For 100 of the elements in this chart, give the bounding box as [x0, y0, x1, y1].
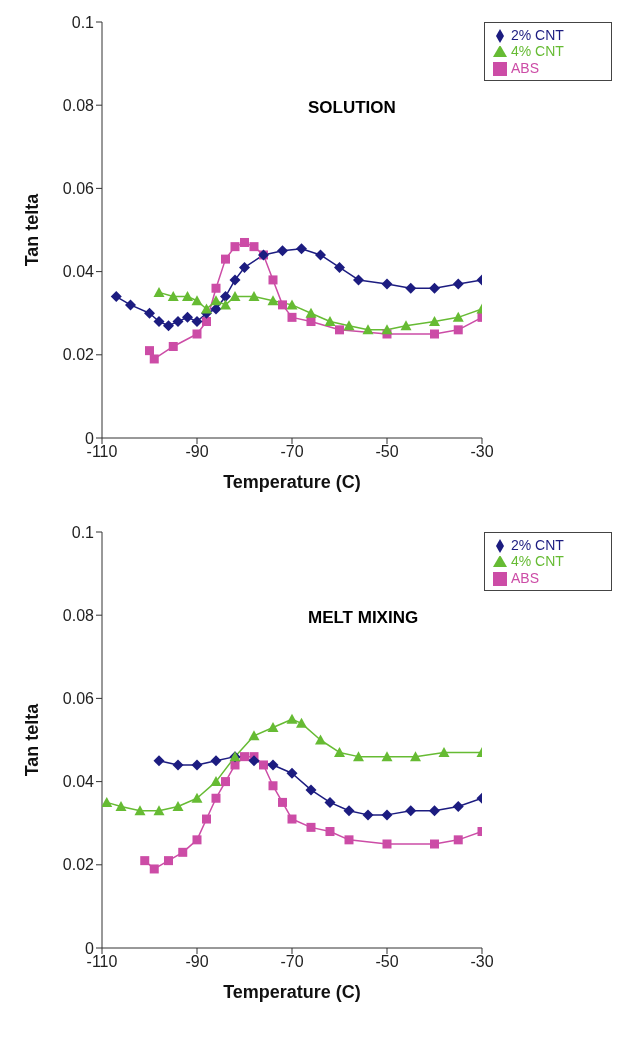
point — [210, 295, 222, 306]
legend-label: 4% CNT — [511, 43, 564, 60]
point — [192, 329, 202, 339]
point — [191, 295, 203, 306]
point — [182, 291, 193, 302]
point — [230, 242, 240, 252]
point — [453, 325, 463, 335]
point — [344, 835, 354, 845]
x-axis-title: Temperature (C) — [223, 472, 361, 492]
point — [452, 278, 464, 290]
point — [381, 751, 393, 762]
y-tick-label: 0.04 — [62, 263, 95, 281]
point — [182, 311, 193, 323]
point — [153, 805, 165, 816]
point — [239, 261, 250, 273]
y-tick-label: 0.02 — [62, 856, 95, 874]
point — [153, 316, 165, 328]
point — [382, 839, 392, 849]
point — [325, 827, 335, 837]
point — [211, 793, 221, 803]
point — [343, 320, 355, 331]
point — [202, 317, 211, 327]
point — [134, 805, 146, 816]
point — [110, 291, 122, 303]
x-tick-label: -30 — [470, 443, 494, 461]
point — [277, 245, 288, 257]
x-tick-label: -30 — [470, 953, 494, 971]
point — [125, 299, 136, 311]
point — [353, 751, 364, 762]
x-tick-label: -90 — [185, 443, 209, 461]
y-axis-title: Tan telta — [22, 702, 43, 777]
point — [172, 316, 184, 328]
point — [429, 282, 440, 294]
point — [362, 809, 374, 821]
point — [353, 274, 364, 286]
x-tick-label: -70 — [280, 953, 304, 971]
point — [259, 760, 268, 770]
point — [452, 311, 464, 322]
point — [149, 354, 159, 364]
x-tick-label: -50 — [375, 443, 399, 461]
point — [229, 274, 241, 286]
point — [287, 312, 297, 322]
point — [249, 242, 259, 252]
y-tick-label: 0.1 — [71, 13, 95, 31]
annotation: MELT MIXING — [308, 608, 419, 628]
point — [220, 299, 231, 310]
point — [172, 759, 184, 771]
point — [178, 847, 188, 857]
point — [210, 755, 222, 767]
legend-label: 2% CNT — [511, 537, 564, 553]
point — [278, 797, 287, 807]
point — [221, 777, 230, 787]
point — [102, 796, 113, 807]
point — [149, 864, 159, 874]
point — [153, 286, 165, 297]
point — [430, 329, 439, 339]
legend-label: 2% CNT — [511, 27, 564, 43]
point — [324, 316, 336, 327]
y-tick-label: 0.02 — [62, 346, 95, 364]
y-tick-label: 0.08 — [62, 606, 95, 624]
point — [172, 801, 184, 812]
point — [296, 717, 307, 728]
point — [429, 805, 440, 817]
point — [430, 839, 439, 849]
point — [268, 781, 278, 791]
point — [240, 752, 249, 762]
point — [144, 307, 155, 319]
point — [153, 755, 165, 767]
point — [400, 320, 412, 331]
point — [381, 278, 393, 290]
legend-label: ABS — [511, 569, 540, 586]
point — [268, 275, 278, 285]
point — [229, 291, 241, 302]
point — [191, 316, 203, 328]
point — [164, 856, 173, 866]
point — [191, 759, 203, 771]
point — [145, 346, 154, 356]
point — [192, 835, 202, 845]
y-tick-label: 0.08 — [62, 96, 95, 114]
x-axis-title: Temperature (C) — [223, 982, 361, 1002]
point — [201, 303, 212, 314]
y-tick-label: 0.06 — [62, 690, 95, 708]
point — [248, 755, 260, 767]
point — [334, 746, 345, 757]
point — [286, 299, 298, 310]
y-tick-label: 0.1 — [71, 523, 95, 541]
point — [240, 237, 249, 247]
point — [324, 796, 336, 808]
point — [163, 320, 174, 332]
point — [381, 324, 393, 335]
point — [452, 801, 464, 813]
point — [405, 282, 417, 294]
point — [405, 805, 417, 817]
point — [362, 324, 374, 335]
x-tick-label: -70 — [280, 443, 304, 461]
point — [335, 325, 344, 335]
point — [210, 776, 222, 787]
point — [220, 291, 231, 303]
point — [315, 249, 326, 261]
annotation: SOLUTION — [308, 98, 396, 118]
